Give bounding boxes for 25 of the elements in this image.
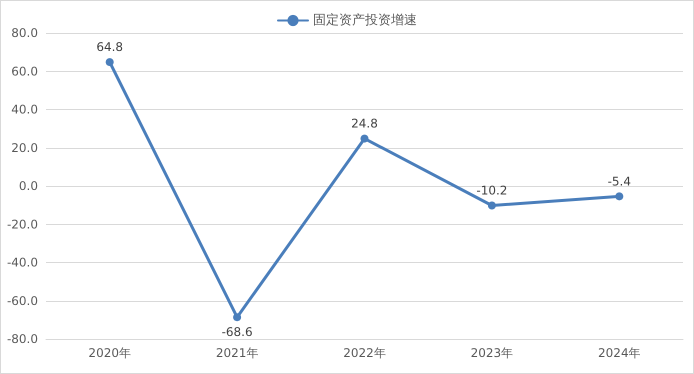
point bbox=[106, 58, 114, 66]
y-tick-label: -20.0 bbox=[6, 217, 38, 232]
point bbox=[488, 202, 496, 210]
y-tick-label: 80.0 bbox=[11, 26, 38, 40]
data-label: -5.4 bbox=[608, 174, 632, 188]
x-tick-label: 2022年 bbox=[343, 346, 386, 360]
y-tick-label: -80.0 bbox=[6, 332, 38, 346]
data-label: -68.6 bbox=[222, 325, 253, 340]
data-label: -10.2 bbox=[476, 184, 508, 198]
y-tick-label: 20.0 bbox=[11, 140, 38, 155]
point bbox=[233, 313, 242, 322]
data-label: 64.8 bbox=[96, 40, 124, 54]
x-tick-label: 2020年 bbox=[88, 346, 131, 360]
point bbox=[360, 134, 368, 143]
point bbox=[615, 192, 624, 200]
x-tick-label: 2023年 bbox=[470, 346, 514, 360]
y-tick-label: -40.0 bbox=[6, 256, 38, 270]
y-tick-label: 60.0 bbox=[11, 64, 38, 78]
y-tick-label: -60.0 bbox=[6, 294, 38, 308]
x-tick-label: 2021年 bbox=[216, 346, 258, 360]
data-label: 24.8 bbox=[351, 116, 378, 131]
x-tick-label: 2024年 bbox=[598, 346, 641, 360]
legend-label: 固定资产投资增速 bbox=[313, 13, 417, 28]
y-tick-label: 40.0 bbox=[11, 102, 38, 116]
y-tick-label: 0.0 bbox=[18, 179, 38, 193]
